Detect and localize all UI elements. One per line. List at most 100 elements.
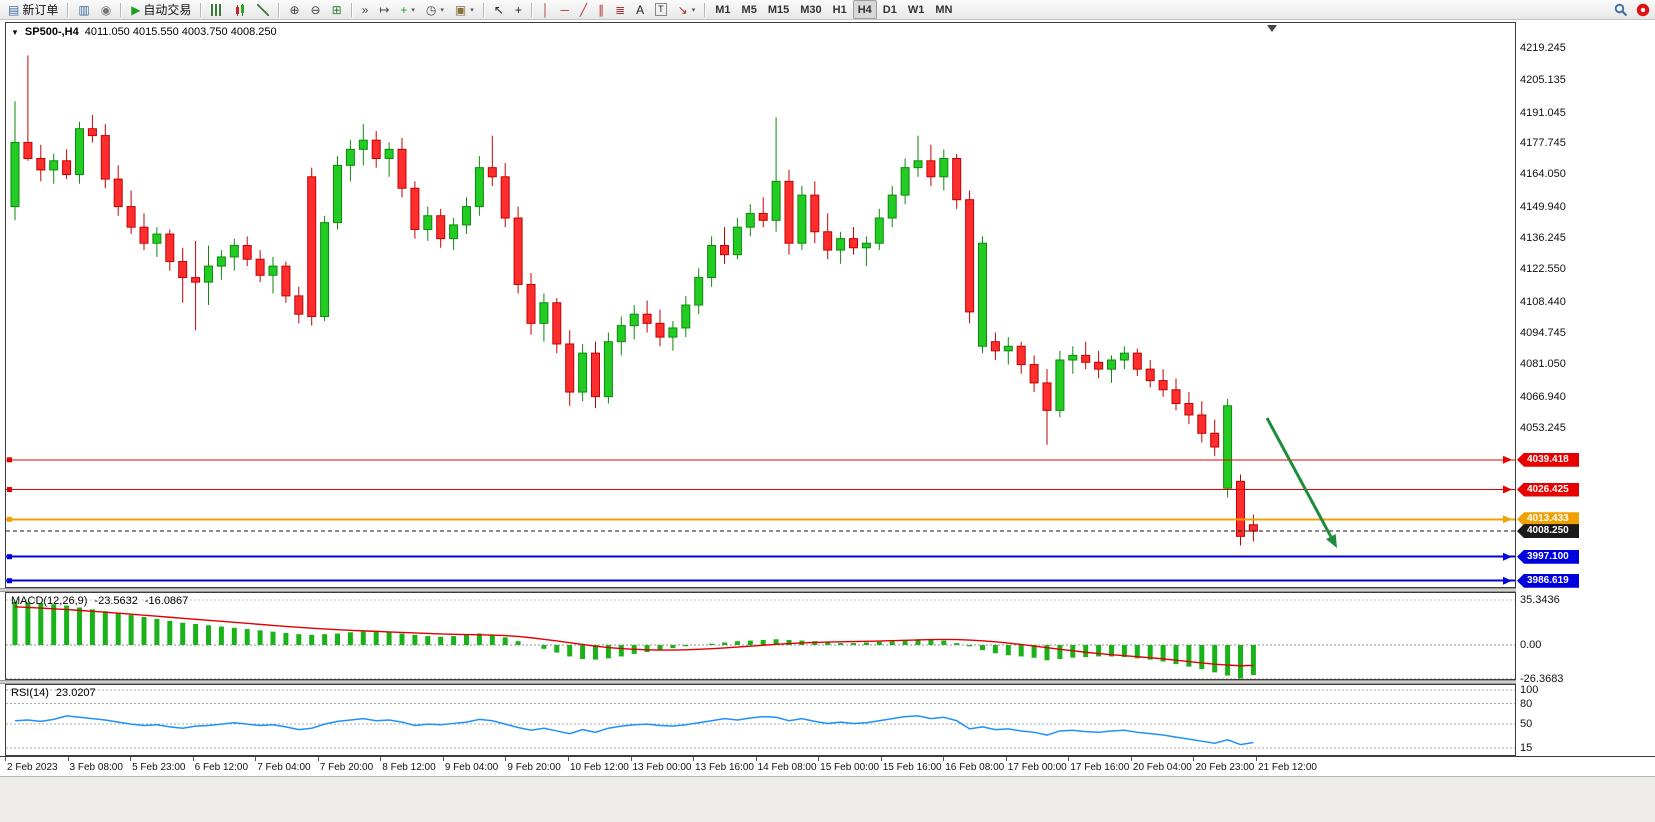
- hline-price-tag[interactable]: 3986.619: [1517, 573, 1579, 588]
- pane-splitter[interactable]: [0, 680, 1655, 684]
- price-axis-label: 4053.245: [1520, 422, 1566, 435]
- hline-right-arrow-icon: [1503, 515, 1512, 524]
- time-tick: [880, 757, 882, 761]
- candle-body: [333, 164, 342, 224]
- text-button[interactable]: A: [631, 0, 649, 19]
- timeframe-mn-label: MN: [935, 3, 953, 16]
- price-axis-label: 4177.745: [1520, 137, 1566, 150]
- timeframe-m15[interactable]: M15: [763, 0, 794, 19]
- search-icon[interactable]: [1614, 3, 1628, 17]
- auto-scroll-button[interactable]: »: [357, 0, 374, 19]
- trendline-icon: ╱: [579, 2, 588, 17]
- candle-body: [784, 180, 794, 244]
- time-axis-label: 7 Feb 20:00: [319, 762, 374, 773]
- hline-left-handle[interactable]: [7, 554, 12, 560]
- time-tick: [1068, 757, 1070, 761]
- hline-price-tag[interactable]: 4013.433: [1517, 512, 1579, 527]
- timeframe-mn[interactable]: MN: [930, 0, 957, 19]
- rsi-indicator-pane[interactable]: RSI(14) 23.0207: [5, 684, 1516, 756]
- tile-windows-button[interactable]: ⊞: [327, 0, 347, 19]
- rsi-canvas[interactable]: [6, 685, 1515, 755]
- autotrading-button[interactable]: ▶ 自动交易: [126, 0, 196, 19]
- time-axis-label: 20 Feb 23:00: [1195, 762, 1255, 773]
- text-label-button[interactable]: T: [650, 0, 672, 19]
- timeframe-h1[interactable]: H1: [828, 0, 852, 19]
- chart-menu-icon[interactable]: ▼: [11, 27, 19, 37]
- vertical-line-button[interactable]: │: [537, 0, 555, 19]
- candle-body: [745, 212, 755, 228]
- time-tick: [505, 757, 507, 761]
- price-axis-label: 4094.745: [1520, 327, 1566, 340]
- hline-left-handle[interactable]: [7, 487, 12, 493]
- chart-title: ▼ SP500-,H4 4011.050 4015.550 4003.750 4…: [11, 26, 277, 38]
- candle-body: [1094, 361, 1104, 370]
- timeframe-m30[interactable]: M30: [795, 0, 826, 19]
- timeframe-d1[interactable]: D1: [878, 0, 902, 19]
- pane-splitter[interactable]: [0, 588, 1655, 592]
- toolbar-separator: [120, 2, 123, 17]
- price-chart-pane[interactable]: ▼ SP500-,H4 4011.050 4015.550 4003.750 4…: [5, 22, 1516, 588]
- hline-price-tag[interactable]: 3997.100: [1517, 549, 1579, 564]
- window-bottom-area: [0, 776, 1655, 822]
- hline-price-tag[interactable]: 4039.418: [1517, 452, 1579, 467]
- candle-body: [10, 141, 20, 208]
- timeframe-h4[interactable]: H4: [852, 0, 877, 19]
- timeframe-w1[interactable]: W1: [903, 0, 930, 19]
- channel-button[interactable]: ∥: [593, 0, 609, 19]
- trendline-button[interactable]: ╱: [575, 0, 592, 19]
- time-axis-label: 10 Feb 12:00: [569, 762, 629, 773]
- indicators-button[interactable]: + ▾: [395, 0, 420, 19]
- new-order-button[interactable]: ▤ 新订单: [3, 0, 63, 19]
- chart-shift-button[interactable]: ↦: [374, 0, 394, 19]
- channel-icon: ∥: [598, 2, 605, 17]
- crosshair-button[interactable]: +: [510, 0, 527, 19]
- periods-button[interactable]: ◷ ▾: [421, 0, 449, 19]
- rsi-axis-label: 15: [1520, 742, 1533, 754]
- time-tick: [630, 757, 632, 761]
- time-tick: [130, 757, 132, 761]
- bar-chart-button[interactable]: [206, 0, 228, 19]
- market-watch-button[interactable]: ▥: [73, 0, 94, 19]
- timeframe-m5[interactable]: M5: [737, 0, 762, 19]
- candle-body: [294, 295, 304, 315]
- notifications-icon[interactable]: [1636, 3, 1650, 17]
- hline-right-arrow-icon: [1503, 576, 1512, 585]
- time-axis[interactable]: 2 Feb 2023 3 Feb 08:00 5 Feb 23:00 6 Feb 12…: [0, 756, 1655, 776]
- macd-indicator-pane[interactable]: MACD(12,26,9) -23.5632 -16.0867: [5, 592, 1516, 680]
- candle-body: [1016, 345, 1026, 366]
- candle-body: [810, 194, 820, 233]
- arrows-button[interactable]: ↘ ▾: [673, 0, 701, 19]
- candle-body: [384, 148, 394, 159]
- price-axis-label: 4191.045: [1520, 106, 1566, 119]
- timeframe-m1[interactable]: M1: [710, 0, 735, 19]
- cursor-button[interactable]: ↖: [489, 0, 509, 19]
- horizontal-line-button[interactable]: ─: [555, 0, 574, 19]
- macd-canvas[interactable]: [6, 593, 1515, 679]
- current-price-tag[interactable]: 4008.250: [1517, 524, 1579, 539]
- candle-body: [126, 206, 136, 228]
- candle-body: [1107, 359, 1116, 370]
- cursor-icon: ↖: [493, 2, 504, 17]
- navigator-button[interactable]: ◉: [96, 0, 116, 19]
- macd-name: MACD(12,26,9): [11, 595, 88, 607]
- candle-body: [887, 194, 897, 219]
- candle-chart-button[interactable]: [229, 0, 251, 19]
- toolbar-separator: [482, 2, 485, 17]
- candle-body: [23, 141, 33, 159]
- zoom-out-button[interactable]: ⊖: [306, 0, 326, 19]
- hline-left-handle[interactable]: [7, 578, 12, 584]
- hline-left-handle[interactable]: [7, 516, 12, 522]
- templates-button[interactable]: ▣ ▾: [450, 0, 479, 19]
- hline-left-handle[interactable]: [7, 457, 12, 463]
- time-axis-label: 15 Feb 16:00: [882, 762, 942, 773]
- candle-body: [1081, 354, 1091, 363]
- candle-body: [1158, 380, 1168, 391]
- time-axis-label: 8 Feb 12:00: [382, 762, 436, 773]
- zoom-in-button[interactable]: ⊕: [284, 0, 304, 19]
- rsi-label: RSI(14) 23.0207: [11, 687, 96, 699]
- arrow-annotation[interactable]: [1265, 417, 1333, 538]
- price-chart-canvas[interactable]: [6, 23, 1515, 587]
- line-chart-button[interactable]: [252, 0, 274, 19]
- hline-price-tag[interactable]: 4026.425: [1517, 482, 1579, 497]
- fibonacci-button[interactable]: ≣: [610, 0, 630, 19]
